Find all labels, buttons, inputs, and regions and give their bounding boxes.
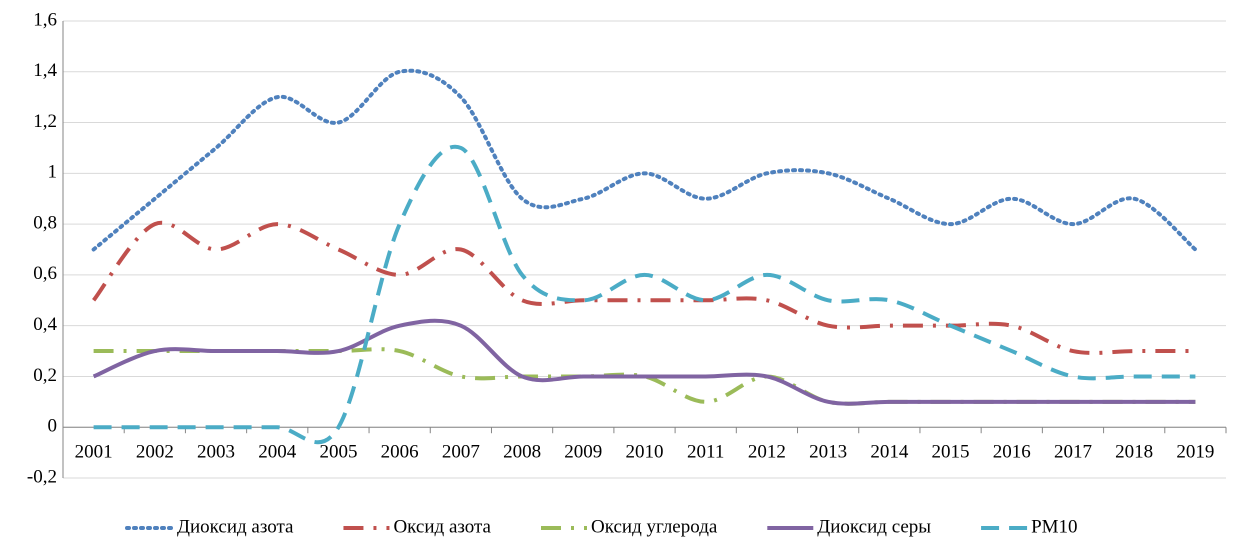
y-tick-label: 1,6 [33,9,57,30]
x-tick-label: 2005 [319,442,357,463]
x-tick-label: 2008 [503,442,541,463]
x-tick-label: 2012 [748,442,786,463]
x-tick-label: 2017 [1054,442,1092,463]
y-tick-label: 1,4 [33,60,57,81]
legend-label: Диоксид серы [817,516,931,537]
series-line [93,144,1196,445]
x-tick-label: 2019 [1176,442,1214,463]
y-tick-label: 1 [48,162,58,183]
y-tick-label: 0,4 [33,314,57,335]
y-tick-label: 0 [48,416,58,437]
x-tick-label: 2014 [870,442,909,463]
legend-label: PM10 [1031,516,1077,537]
y-tick-label: 1,2 [33,111,57,132]
x-tick-label: 2007 [442,442,480,463]
x-tick-label: 2018 [1115,442,1153,463]
x-tick-label: 2013 [809,442,847,463]
legend-label: Оксид азота [393,516,491,537]
x-tick-label: 2003 [197,442,235,463]
x-tick-label: 2011 [687,442,724,463]
y-tick-label: 0,6 [33,263,57,284]
x-tick-label: 2010 [626,442,664,463]
series-line [92,220,1196,355]
y-tick-label: -0,2 [27,466,57,487]
x-tick-label: 2006 [381,442,419,463]
series-line [92,318,1196,406]
x-tick-label: 2001 [75,442,113,463]
x-tick-label: 2009 [564,442,602,463]
y-tick-label: 0,8 [33,212,57,233]
legend-label: Диоксид азота [177,516,294,537]
x-tick-label: 2002 [136,442,174,463]
legend-label: Оксид углерода [591,516,718,537]
series-line [91,68,1198,252]
x-tick-label: 2015 [932,442,970,463]
x-tick-label: 2004 [258,442,297,463]
x-tick-label: 2016 [993,442,1031,463]
y-tick-label: 0,2 [33,365,57,386]
